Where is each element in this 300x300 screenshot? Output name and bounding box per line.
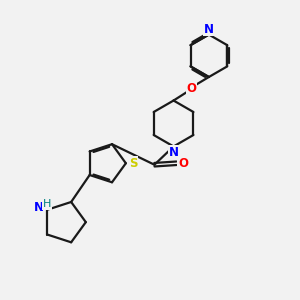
Text: S: S [129,157,137,170]
Text: N: N [34,201,44,214]
Text: O: O [178,157,188,170]
Text: N: N [204,23,214,36]
Text: H: H [43,200,51,209]
Text: O: O [186,82,196,95]
Text: N: N [169,146,178,159]
